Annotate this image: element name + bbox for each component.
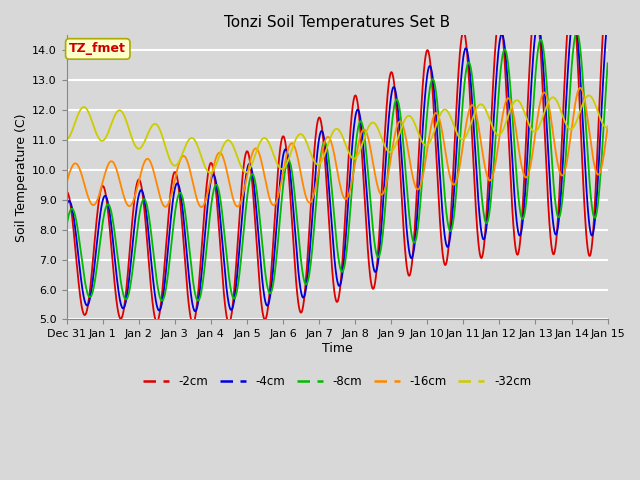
-2cm [183, 283, 191, 288]
-16cm [198, 204, 205, 210]
Y-axis label: Soil Temperature (C): Soil Temperature (C) [15, 113, 28, 241]
-32cm [207, 170, 214, 176]
Legend: -2cm, -4cm, -8cm, -16cm, -32cm: -2cm, -4cm, -8cm, -16cm, -32cm [138, 371, 536, 393]
-16cm [170, 182, 178, 188]
-16cm [577, 85, 584, 91]
-16cm [492, 157, 500, 163]
-32cm [244, 168, 252, 174]
-8cm [184, 227, 191, 233]
-2cm [170, 171, 178, 177]
-8cm [422, 133, 429, 139]
-8cm [540, 48, 548, 54]
-4cm [191, 308, 199, 314]
-32cm [422, 143, 429, 148]
-16cm [604, 124, 611, 130]
-32cm [604, 124, 611, 130]
-8cm [604, 60, 611, 66]
X-axis label: Time: Time [322, 342, 353, 355]
-8cm [573, 29, 580, 35]
Line: -16cm: -16cm [67, 88, 607, 207]
-8cm [63, 223, 70, 228]
-32cm [63, 137, 70, 143]
-2cm [244, 149, 252, 155]
-4cm [570, 12, 578, 18]
Title: Tonzi Soil Temperatures Set B: Tonzi Soil Temperatures Set B [224, 15, 450, 30]
-4cm [492, 80, 500, 85]
-2cm [189, 321, 196, 326]
-2cm [492, 36, 500, 42]
-4cm [244, 164, 252, 169]
-8cm [158, 298, 166, 304]
Line: -8cm: -8cm [67, 32, 607, 301]
-8cm [244, 189, 252, 195]
-8cm [170, 216, 178, 222]
-8cm [492, 128, 500, 134]
-4cm [604, 15, 611, 21]
-32cm [540, 111, 548, 117]
-16cm [244, 168, 252, 174]
-4cm [170, 192, 178, 197]
Text: TZ_fmet: TZ_fmet [69, 42, 126, 55]
-2cm [422, 55, 429, 61]
Line: -32cm: -32cm [67, 96, 607, 173]
-16cm [183, 157, 191, 163]
-32cm [585, 93, 593, 98]
-32cm [170, 163, 178, 168]
-16cm [422, 159, 429, 165]
-16cm [63, 180, 70, 185]
-2cm [540, 108, 548, 114]
-4cm [63, 203, 70, 208]
-4cm [422, 90, 429, 96]
-32cm [183, 140, 191, 146]
-4cm [540, 71, 548, 77]
Line: -4cm: -4cm [67, 15, 607, 311]
-32cm [492, 131, 500, 136]
Line: -2cm: -2cm [67, 0, 607, 324]
-16cm [540, 90, 548, 96]
-4cm [183, 252, 191, 258]
-2cm [63, 189, 70, 195]
